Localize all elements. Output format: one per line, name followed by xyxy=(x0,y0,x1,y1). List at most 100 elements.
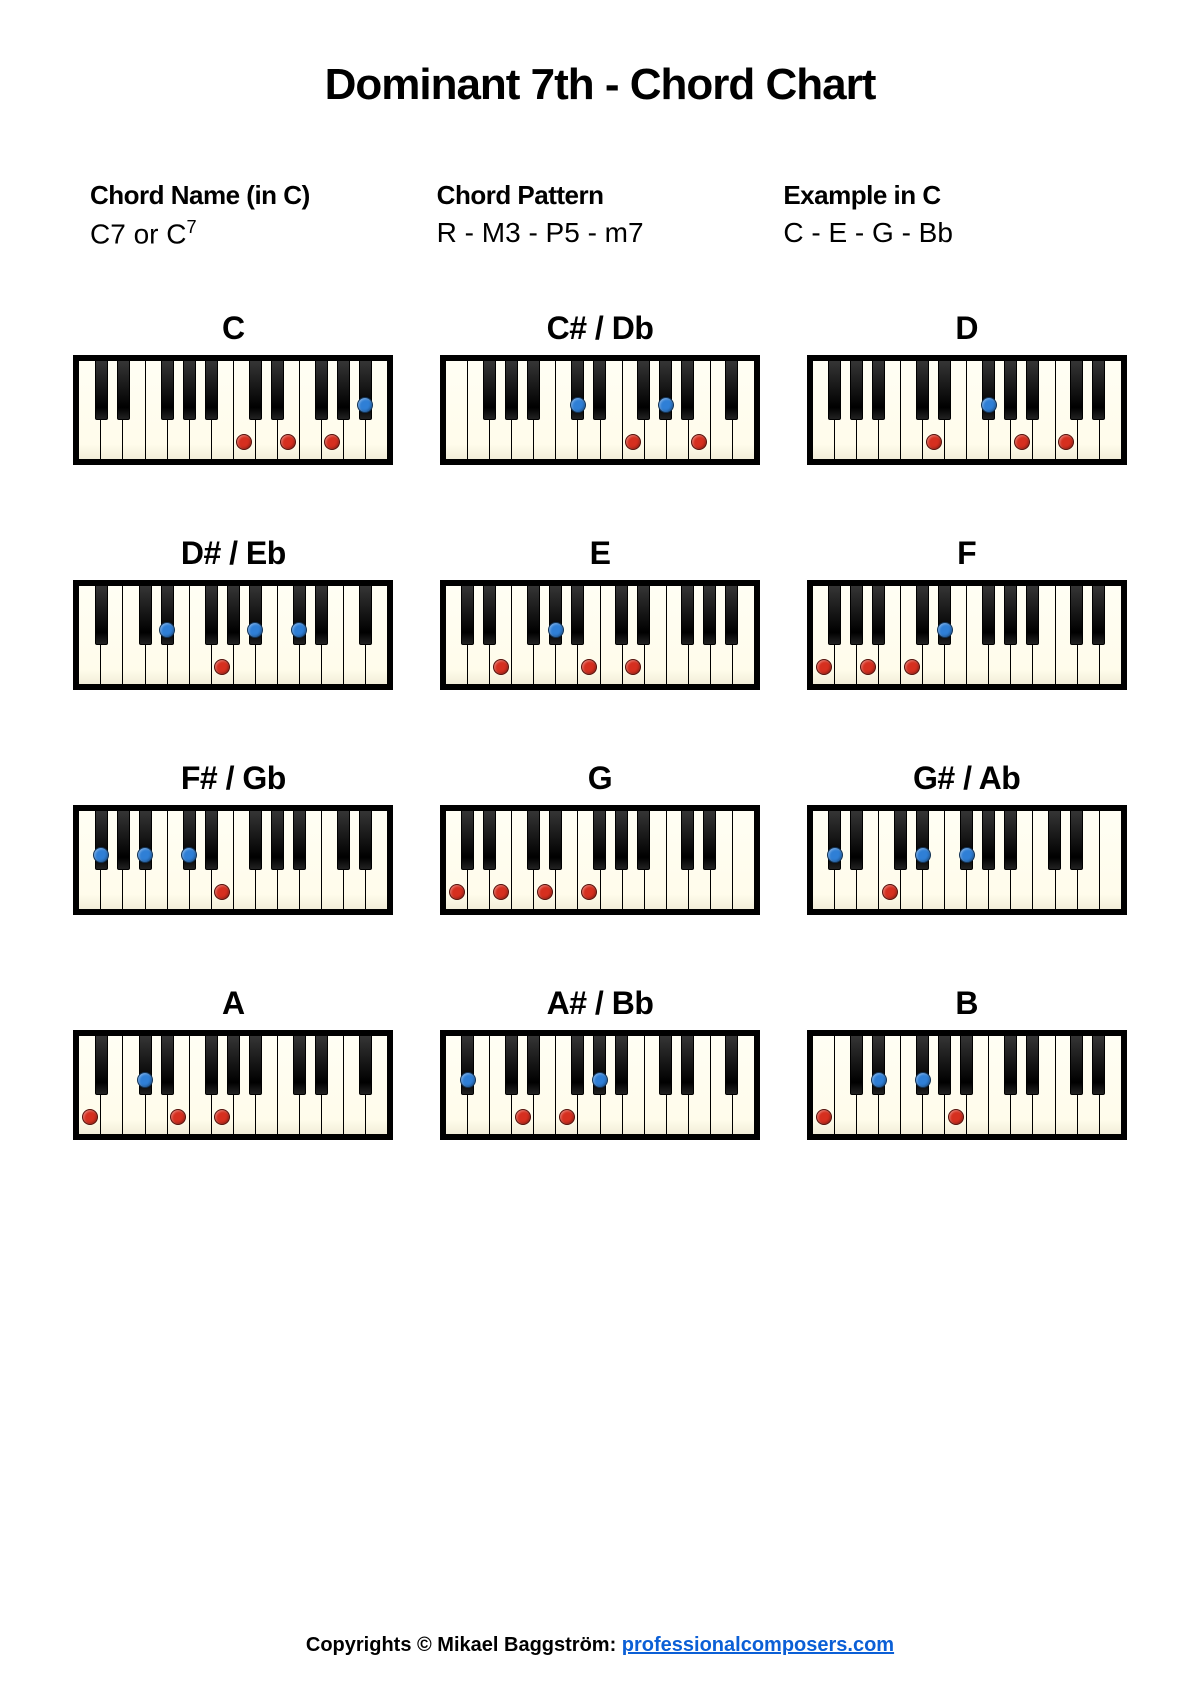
chord-note-dot xyxy=(926,434,942,450)
keyboard xyxy=(440,355,760,465)
black-key xyxy=(659,1036,672,1095)
info-row: Chord Name (in C) C7 or C7 Chord Pattern… xyxy=(70,180,1130,250)
chord-note-dot xyxy=(460,1072,476,1088)
chord-note-dot xyxy=(691,434,707,450)
black-key xyxy=(571,1036,584,1095)
black-key xyxy=(1070,811,1083,870)
chord-note-dot xyxy=(816,659,832,675)
black-key xyxy=(483,811,496,870)
chord-note-dot xyxy=(291,622,307,638)
info-heading: Example in C xyxy=(783,180,1110,211)
black-key xyxy=(315,586,328,645)
black-key xyxy=(1070,1036,1083,1095)
chord-note-dot xyxy=(581,884,597,900)
black-key xyxy=(183,361,196,420)
black-key xyxy=(117,361,130,420)
footer-link[interactable]: professionalcomposers.com xyxy=(622,1634,894,1656)
black-key xyxy=(982,586,995,645)
keyboard xyxy=(807,805,1127,915)
chord-note-dot xyxy=(280,434,296,450)
black-key xyxy=(1026,361,1039,420)
black-key xyxy=(725,1036,738,1095)
black-key xyxy=(205,811,218,870)
chord-note-dot xyxy=(493,659,509,675)
black-key xyxy=(95,586,108,645)
black-key xyxy=(681,361,694,420)
black-key xyxy=(894,811,907,870)
chord-note-dot xyxy=(357,397,373,413)
black-key xyxy=(337,811,350,870)
black-key xyxy=(95,361,108,420)
black-key xyxy=(527,811,540,870)
black-key xyxy=(549,811,562,870)
chord-name-sup: 7 xyxy=(186,217,196,237)
black-key xyxy=(527,361,540,420)
black-key xyxy=(205,361,218,420)
chord-label: G xyxy=(437,760,764,797)
chord-name-text: C7 or C xyxy=(90,218,186,249)
chord-note-dot xyxy=(515,1109,531,1125)
chord-label: E xyxy=(437,535,764,572)
chord-note-dot xyxy=(93,847,109,863)
chord-note-dot xyxy=(871,1072,887,1088)
chord-note-dot xyxy=(959,847,975,863)
chord-cell: C# / Db xyxy=(437,310,764,465)
black-key xyxy=(227,586,240,645)
black-key xyxy=(637,361,650,420)
chord-cell: C xyxy=(70,310,397,465)
chord-cell: E xyxy=(437,535,764,690)
black-key xyxy=(1070,361,1083,420)
chord-note-dot xyxy=(548,622,564,638)
black-key xyxy=(249,811,262,870)
black-key xyxy=(681,1036,694,1095)
black-key xyxy=(637,811,650,870)
chord-cell: B xyxy=(803,985,1130,1140)
chord-note-dot xyxy=(559,1109,575,1125)
info-example: Example in C C - E - G - Bb xyxy=(773,180,1120,250)
keyboard xyxy=(73,805,393,915)
black-key xyxy=(571,586,584,645)
black-key xyxy=(483,586,496,645)
black-key xyxy=(293,811,306,870)
black-key xyxy=(872,361,885,420)
black-key xyxy=(615,1036,628,1095)
keyboard xyxy=(440,1030,760,1140)
black-key xyxy=(505,1036,518,1095)
black-key xyxy=(205,586,218,645)
black-key xyxy=(982,811,995,870)
keyboard xyxy=(807,1030,1127,1140)
info-heading: Chord Name (in C) xyxy=(90,180,417,211)
info-chord-pattern: Chord Pattern R - M3 - P5 - m7 xyxy=(427,180,774,250)
black-key xyxy=(703,811,716,870)
chord-label: B xyxy=(803,985,1130,1022)
chord-label: A# / Bb xyxy=(437,985,764,1022)
chord-note-dot xyxy=(860,659,876,675)
black-key xyxy=(483,361,496,420)
black-key xyxy=(359,1036,372,1095)
black-key xyxy=(527,1036,540,1095)
black-key xyxy=(828,361,841,420)
chord-note-dot xyxy=(247,622,263,638)
black-key xyxy=(850,811,863,870)
black-key xyxy=(828,586,841,645)
chord-note-dot xyxy=(82,1109,98,1125)
black-key xyxy=(461,586,474,645)
chord-note-dot xyxy=(915,1072,931,1088)
black-key xyxy=(161,1036,174,1095)
chord-note-dot xyxy=(937,622,953,638)
black-key xyxy=(1004,811,1017,870)
black-key xyxy=(938,361,951,420)
black-key xyxy=(850,1036,863,1095)
chord-cell: D# / Eb xyxy=(70,535,397,690)
footer-prefix: Copyrights © Mikael Baggström: xyxy=(306,1634,622,1656)
black-key xyxy=(227,1036,240,1095)
black-key xyxy=(271,811,284,870)
keyboard xyxy=(73,580,393,690)
black-key xyxy=(1004,361,1017,420)
chord-note-dot xyxy=(570,397,586,413)
black-key xyxy=(593,811,606,870)
chord-note-dot xyxy=(449,884,465,900)
black-key xyxy=(249,1036,262,1095)
chord-note-dot xyxy=(816,1109,832,1125)
chord-cell: G xyxy=(437,760,764,915)
